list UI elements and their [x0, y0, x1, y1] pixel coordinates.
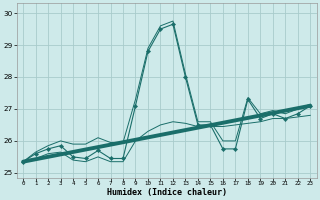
X-axis label: Humidex (Indice chaleur): Humidex (Indice chaleur): [107, 188, 227, 197]
